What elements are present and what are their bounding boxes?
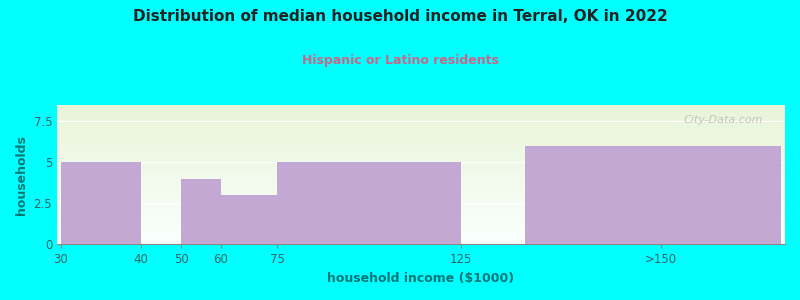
Bar [61, 162, 141, 244]
Bar [277, 162, 461, 244]
Y-axis label: households: households [15, 135, 28, 214]
Bar [181, 179, 221, 244]
Bar [221, 195, 277, 244]
X-axis label: household income ($1000): household income ($1000) [327, 272, 514, 285]
Text: City-Data.com: City-Data.com [684, 115, 763, 125]
Text: Hispanic or Latino residents: Hispanic or Latino residents [302, 54, 498, 67]
Text: Distribution of median household income in Terral, OK in 2022: Distribution of median household income … [133, 9, 667, 24]
Bar [525, 146, 781, 244]
